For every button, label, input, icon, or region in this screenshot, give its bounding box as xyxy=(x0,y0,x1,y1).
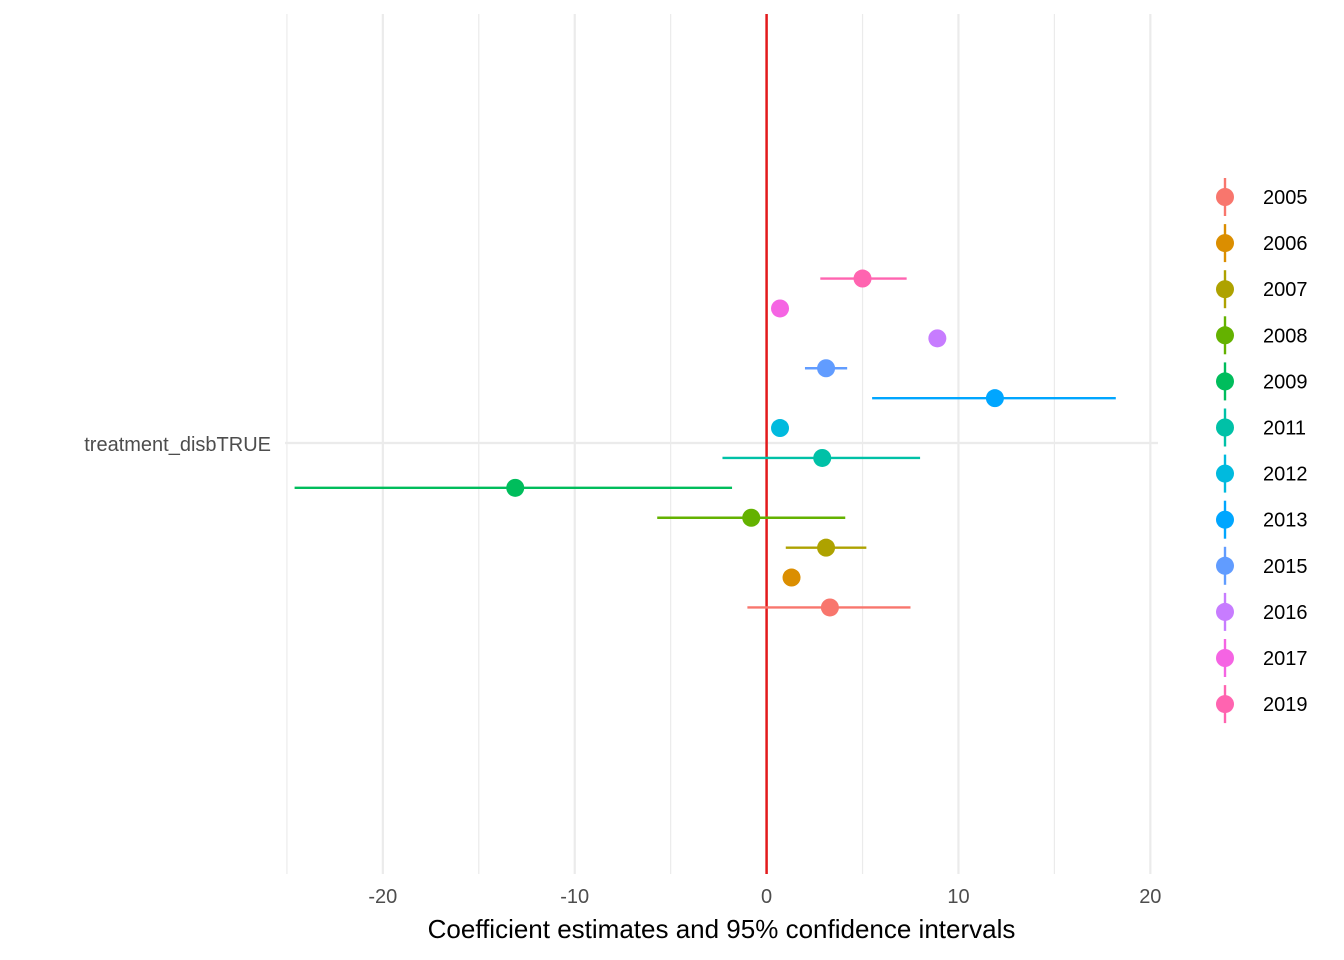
legend-key-point xyxy=(1216,418,1234,437)
axes: -20 -10 0 10 20 treatment_disbTRUE Coefficient… xyxy=(84,434,1161,944)
legend-item-2019: 2019 xyxy=(1216,685,1308,724)
legend-label: 2005 xyxy=(1263,187,1308,209)
series-2007 xyxy=(785,538,867,557)
x-tick-label: 20 xyxy=(1139,886,1161,908)
y-tick-label: treatment_disbTRUE xyxy=(84,434,271,456)
series-2017 xyxy=(771,299,790,318)
estimate-point-2013 xyxy=(985,389,1004,408)
legend-item-2011: 2011 xyxy=(1216,408,1306,447)
series-2006 xyxy=(782,568,801,587)
series-2019 xyxy=(820,269,907,288)
legend-label: 2011 xyxy=(1263,418,1306,440)
legend-label: 2015 xyxy=(1263,556,1308,578)
legend-key-point xyxy=(1216,372,1234,391)
estimate-point-2008 xyxy=(742,508,761,527)
legend-key-point xyxy=(1216,556,1234,575)
legend-item-2006: 2006 xyxy=(1216,224,1308,263)
series-2009 xyxy=(294,478,733,497)
estimate-point-2012 xyxy=(771,419,790,438)
legend-label: 2017 xyxy=(1263,648,1308,670)
legend-label: 2012 xyxy=(1263,464,1308,486)
legend-item-2007: 2007 xyxy=(1216,270,1308,309)
grid-lines xyxy=(285,14,1158,874)
legend-key-point xyxy=(1216,234,1234,253)
legend-label: 2007 xyxy=(1263,279,1308,301)
legend-item-2005: 2005 xyxy=(1216,178,1308,216)
legend-item-2017: 2017 xyxy=(1216,639,1308,677)
x-tick-label: 0 xyxy=(761,886,772,908)
series-2013 xyxy=(872,389,1116,408)
legend-key-point xyxy=(1216,695,1234,714)
estimate-point-2017 xyxy=(771,299,790,318)
legend-item-2012: 2012 xyxy=(1216,454,1308,493)
legend-key-point xyxy=(1216,510,1234,529)
legend: 2005 2006 2007 2008 2009 2011 2012 2013 2015 2016… xyxy=(1216,178,1308,724)
series-2015 xyxy=(804,359,848,378)
legend-key-point xyxy=(1216,280,1234,299)
estimate-point-2005 xyxy=(820,598,839,617)
series-2008 xyxy=(657,508,846,527)
estimate-point-2019 xyxy=(853,269,872,288)
legend-label: 2008 xyxy=(1263,325,1308,347)
x-axis-title: Coefficient estimates and 95% confidence… xyxy=(428,914,1016,944)
legend-item-2008: 2008 xyxy=(1216,316,1308,355)
series-2011 xyxy=(722,448,921,467)
legend-label: 2013 xyxy=(1263,510,1308,532)
legend-item-2013: 2013 xyxy=(1216,500,1308,539)
x-tick-label: 10 xyxy=(947,886,969,908)
estimate-point-2007 xyxy=(817,538,836,557)
legend-item-2015: 2015 xyxy=(1216,546,1308,585)
legend-label: 2006 xyxy=(1263,233,1308,255)
legend-key-point xyxy=(1216,464,1234,483)
x-tick-label: -10 xyxy=(560,886,589,908)
legend-item-2016: 2016 xyxy=(1216,592,1308,631)
legend-key-point xyxy=(1216,602,1234,621)
legend-label: 2009 xyxy=(1263,371,1308,393)
legend-label: 2019 xyxy=(1263,694,1308,716)
estimate-point-2009 xyxy=(506,478,525,497)
legend-label: 2016 xyxy=(1263,602,1308,624)
series-marks xyxy=(294,269,1116,617)
legend-key-point xyxy=(1216,326,1234,345)
series-2016 xyxy=(928,329,947,348)
series-2012 xyxy=(771,419,790,438)
estimate-point-2011 xyxy=(813,448,832,467)
legend-item-2009: 2009 xyxy=(1216,362,1308,401)
estimate-point-2006 xyxy=(782,568,801,587)
x-tick-label: -20 xyxy=(368,886,397,908)
estimate-point-2015 xyxy=(817,359,836,378)
estimate-point-2016 xyxy=(928,329,947,348)
legend-key-point xyxy=(1216,649,1234,667)
series-2005 xyxy=(747,598,911,617)
legend-key-point xyxy=(1216,188,1234,206)
